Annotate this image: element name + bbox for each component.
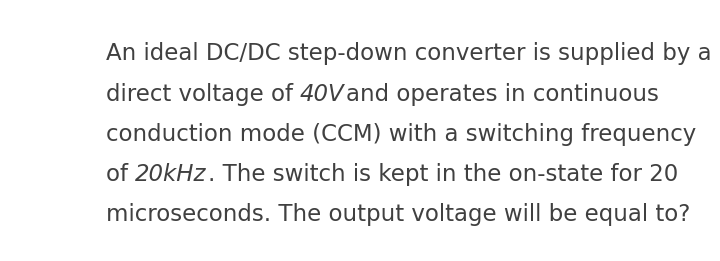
Text: microseconds. The output voltage will be equal to?: microseconds. The output voltage will be… xyxy=(106,203,690,226)
Text: . The switch is kept in the on-state for 20: . The switch is kept in the on-state for… xyxy=(208,163,678,186)
Text: direct voltage of: direct voltage of xyxy=(106,83,300,106)
Text: 40V: 40V xyxy=(300,83,344,106)
Text: conduction mode (CCM) with a switching frequency: conduction mode (CCM) with a switching f… xyxy=(106,123,696,146)
Text: 20kHz: 20kHz xyxy=(135,163,207,186)
Text: and operates in continuous: and operates in continuous xyxy=(346,83,659,106)
Text: An ideal DC/DC step-down converter is supplied by a: An ideal DC/DC step-down converter is su… xyxy=(106,43,711,66)
Text: of: of xyxy=(106,163,135,186)
